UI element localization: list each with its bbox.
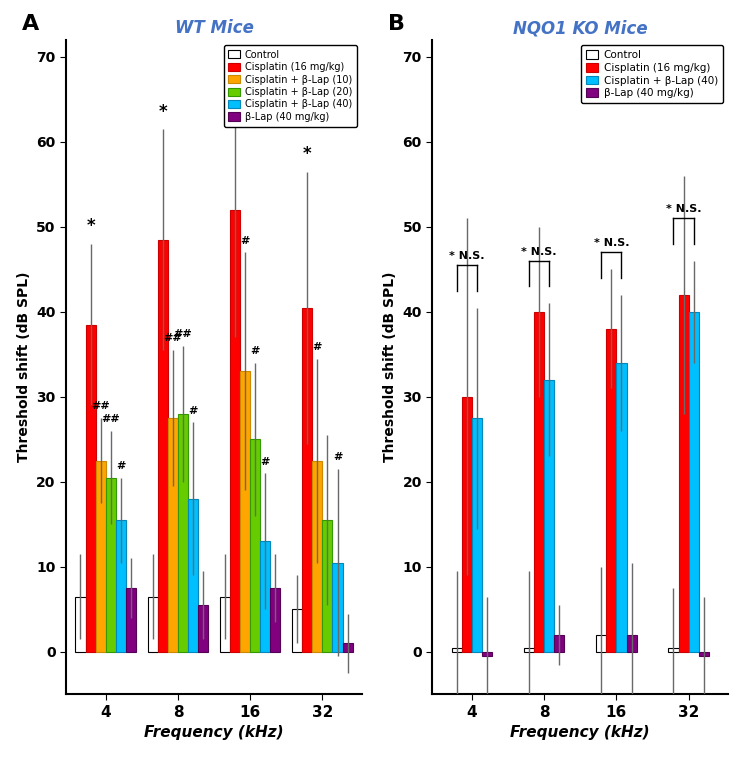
Bar — [260, 541, 270, 652]
Text: ##: ## — [92, 401, 110, 411]
Title: NQO1 KO Mice: NQO1 KO Mice — [513, 19, 647, 37]
Bar — [688, 312, 699, 652]
Y-axis label: Threshold shift (dB SPL): Threshold shift (dB SPL) — [16, 272, 31, 463]
Bar — [198, 605, 209, 652]
Bar — [668, 648, 679, 652]
Bar — [178, 414, 188, 652]
Legend: Control, Cisplatin (16 mg/kg), Cisplatin + β-Lap (10), Cisplatin + β-Lap (20), C: Control, Cisplatin (16 mg/kg), Cisplatin… — [224, 45, 357, 126]
Bar — [332, 562, 343, 652]
Bar — [250, 439, 260, 652]
Text: #: # — [250, 346, 260, 356]
Text: ##: ## — [174, 329, 192, 339]
Bar — [270, 588, 280, 652]
Legend: Control, Cisplatin (16 mg/kg), Cisplatin + β-Lap (40), β-Lap (40 mg/kg): Control, Cisplatin (16 mg/kg), Cisplatin… — [581, 45, 723, 104]
Text: #: # — [188, 406, 197, 416]
Bar — [126, 588, 136, 652]
Text: *: * — [303, 145, 311, 164]
Text: #: # — [116, 461, 126, 471]
Bar — [148, 597, 158, 652]
Text: *: * — [231, 56, 239, 74]
Text: *: * — [86, 217, 95, 235]
Bar — [220, 597, 230, 652]
Y-axis label: Threshold shift (dB SPL): Threshold shift (dB SPL) — [383, 272, 397, 463]
Bar — [482, 652, 492, 656]
Bar — [524, 648, 534, 652]
Bar — [302, 307, 312, 652]
X-axis label: Frequency (kHz): Frequency (kHz) — [510, 725, 650, 740]
Bar — [679, 295, 688, 652]
Text: ##: ## — [163, 333, 183, 344]
Bar — [627, 635, 637, 652]
Text: #: # — [261, 456, 270, 466]
Bar — [534, 312, 544, 652]
X-axis label: Frequency (kHz): Frequency (kHz) — [145, 725, 284, 740]
Bar — [544, 380, 554, 652]
Bar — [115, 520, 126, 652]
Bar — [168, 418, 178, 652]
Text: #: # — [313, 342, 322, 352]
Bar — [451, 648, 462, 652]
Text: * N.S.: * N.S. — [594, 238, 629, 248]
Bar — [462, 397, 472, 652]
Bar — [606, 329, 616, 652]
Text: #: # — [241, 235, 250, 245]
Bar — [596, 635, 606, 652]
Bar — [312, 461, 323, 652]
Text: ##: ## — [101, 414, 120, 424]
Text: * N.S.: * N.S. — [522, 247, 557, 257]
Bar — [230, 210, 240, 652]
Bar — [343, 643, 352, 652]
Bar — [554, 635, 565, 652]
Bar — [86, 325, 95, 652]
Bar — [292, 609, 302, 652]
Text: * N.S.: * N.S. — [449, 251, 485, 261]
Bar — [616, 363, 627, 652]
Text: #: # — [333, 453, 342, 463]
Bar — [699, 652, 708, 656]
Text: B: B — [388, 14, 405, 34]
Bar — [158, 240, 168, 652]
Bar — [188, 499, 198, 652]
Bar — [95, 461, 106, 652]
Bar — [240, 372, 250, 652]
Text: *: * — [159, 103, 167, 120]
Text: A: A — [22, 14, 39, 34]
Bar — [472, 418, 482, 652]
Text: * N.S.: * N.S. — [666, 204, 701, 214]
Bar — [323, 520, 332, 652]
Bar — [75, 597, 86, 652]
Bar — [106, 478, 115, 652]
Title: WT Mice: WT Mice — [174, 19, 253, 37]
